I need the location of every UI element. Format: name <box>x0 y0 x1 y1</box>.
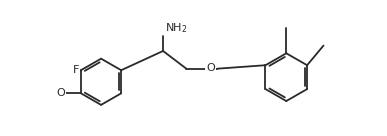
Text: F: F <box>73 65 79 75</box>
Text: NH$_2$: NH$_2$ <box>164 21 187 35</box>
Text: O: O <box>206 63 215 73</box>
Text: O: O <box>56 88 65 98</box>
